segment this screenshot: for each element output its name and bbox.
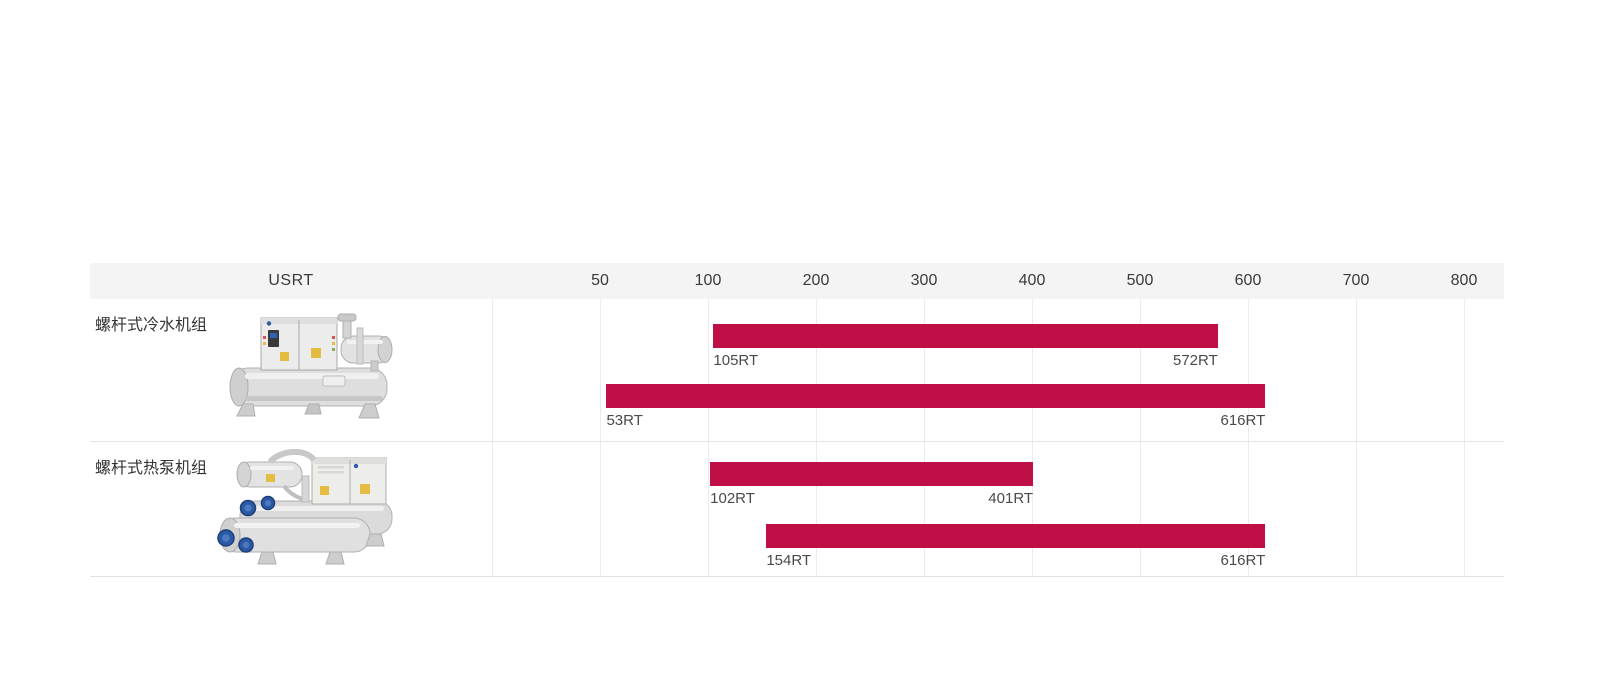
axis-tick-label: 300 (910, 272, 938, 289)
product-image (210, 446, 400, 568)
bar-end-label: 616RT (1220, 412, 1266, 429)
heat-pump-photo (217, 449, 393, 565)
axis-tick-label: 500 (1126, 272, 1154, 289)
range-bar (606, 384, 1266, 408)
bar-start-label: 154RT (766, 552, 812, 569)
bars-area: 105RT 572RT 53RT 616RT (492, 299, 1504, 441)
bars-area: 102RT 401RT 154RT 616RT (492, 442, 1504, 576)
bar-start-label: 105RT (713, 352, 759, 369)
table-row: 螺杆式冷水机组 105RT 572RT 53RT 61 (90, 299, 1504, 442)
axis-tick-label: 50 (591, 272, 609, 289)
product-image (225, 306, 400, 421)
axis-tick-label: 400 (1018, 272, 1046, 289)
axis-tick-label: 600 (1234, 272, 1262, 289)
bar-start-label: 102RT (710, 490, 755, 507)
chart-body: 螺杆式冷水机组 105RT 572RT 53RT 61 (90, 299, 1504, 577)
gridline (1464, 299, 1465, 577)
gridline (492, 299, 493, 577)
range-bar (710, 462, 1034, 486)
gridline (1248, 299, 1249, 577)
range-bar (766, 524, 1266, 548)
bar-start-label: 53RT (606, 412, 643, 429)
gridline (708, 299, 709, 577)
axis-tick-label: 700 (1342, 272, 1370, 289)
bar-end-label: 616RT (1220, 552, 1266, 569)
chart-rows: 螺杆式冷水机组 105RT 572RT 53RT 61 (90, 299, 1504, 577)
gridline (1140, 299, 1141, 577)
table-row: 螺杆式热泵机组 (90, 442, 1504, 577)
gridline (600, 299, 601, 577)
axis-tick-label: 100 (694, 272, 722, 289)
bar-end-label: 401RT (988, 490, 1034, 507)
gridline (816, 299, 817, 577)
axis-tick-label: 800 (1450, 272, 1478, 289)
bar-end-label: 572RT (1172, 352, 1218, 369)
gridline (1356, 299, 1357, 577)
range-bar (713, 324, 1218, 348)
capacity-range-chart: USRT 50 100 200 300 400 500 600 700 800 螺杆式冷水机组 (90, 263, 1504, 577)
row-label: 螺杆式冷水机组 (95, 317, 208, 334)
row-label: 螺杆式热泵机组 (95, 460, 208, 477)
gridline (924, 299, 925, 577)
axis-title: USRT (268, 272, 314, 289)
gridline (1032, 299, 1033, 577)
water-chiller-photo (229, 313, 393, 419)
chart-header: USRT 50 100 200 300 400 500 600 700 800 (90, 263, 1504, 299)
axis-tick-label: 200 (802, 272, 830, 289)
